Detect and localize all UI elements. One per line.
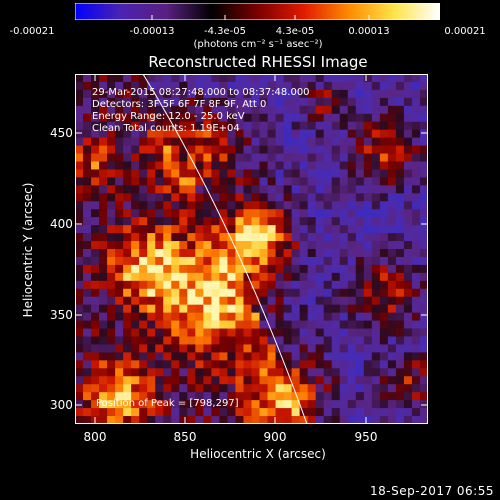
colorbar-unit-label: (photons cm⁻² s⁻¹ asec⁻²) <box>193 39 323 50</box>
colorbar-tick-label: -0.00021 <box>9 26 55 37</box>
y-tick-label: 350 <box>50 308 73 322</box>
colorbar-tick-label: 0.00013 <box>348 26 390 37</box>
plot-frame <box>75 74 428 424</box>
y-tick-label: 400 <box>50 217 73 231</box>
colorbar-tick-label: -4.3e-05 <box>204 26 246 37</box>
peak-position-label: Position of Peak = [798,297] <box>96 398 239 409</box>
x-tick-label: 800 <box>83 430 107 444</box>
y-tick-label: 450 <box>50 126 73 140</box>
y-axis-label: Heliocentric Y (arcsec) <box>21 182 35 318</box>
colorbar-tick-label: -0.00013 <box>129 26 175 37</box>
x-tick-label: 900 <box>263 430 287 444</box>
info-line-time-range: 29-Mar-2015 08:27:48.000 to 08:37:48.000 <box>92 87 310 98</box>
info-line-energy-range: Energy Range: 12.0 - 25.0 keV <box>92 111 245 122</box>
y-tick-label: 300 <box>50 398 73 412</box>
info-line-clean-counts: Clean Total counts: 1.19E+04 <box>92 123 240 134</box>
axis-tick-marks <box>75 74 428 424</box>
plot-title: Reconstructed RHESSI Image <box>148 53 368 71</box>
colorbar <box>75 3 440 20</box>
rhessi-image <box>75 74 428 424</box>
x-tick-label: 850 <box>173 430 197 444</box>
x-tick-label: 950 <box>354 430 378 444</box>
timestamp: 18-Sep-2017 06:55 <box>370 484 494 498</box>
colorbar-tick-label: 4.3e-05 <box>275 26 315 37</box>
info-line-detectors: Detectors: 3F 5F 6F 7F 8F 9F, Att 0 <box>92 99 267 110</box>
colorbar-tick-label: 0.00021 <box>444 26 486 37</box>
solar-limb-line <box>142 74 308 424</box>
x-axis-label: Heliocentric X (arcsec) <box>190 447 326 461</box>
image-pixel-grid <box>75 74 428 424</box>
